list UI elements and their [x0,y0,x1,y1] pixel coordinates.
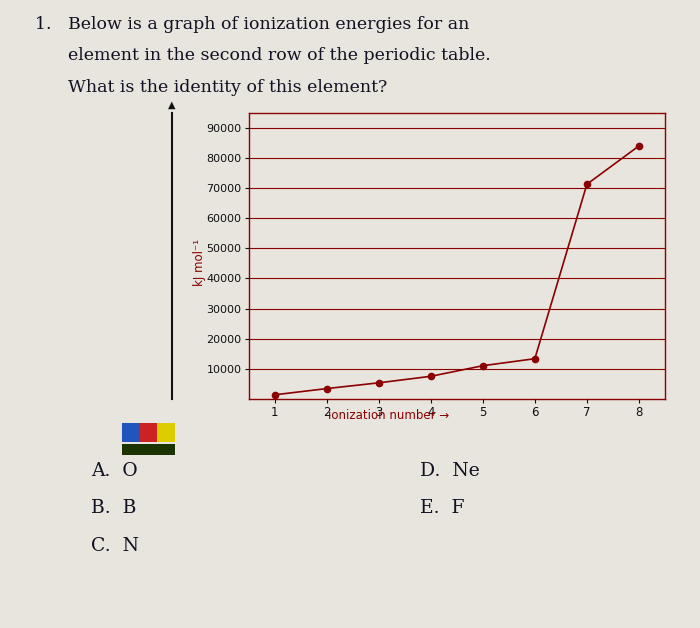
Text: ▲: ▲ [168,100,175,110]
Text: element in the second row of the periodic table.: element in the second row of the periodi… [35,47,491,64]
Text: What is the identity of this element?: What is the identity of this element? [35,78,387,95]
Text: ionization number →: ionization number → [328,409,449,423]
Text: D.  Ne: D. Ne [420,462,480,480]
Text: C.  N: C. N [91,537,139,555]
Text: 1.   Below is a graph of ionization energies for an: 1. Below is a graph of ionization energi… [35,16,470,33]
Text: B.  B: B. B [91,499,136,517]
Text: E.  F: E. F [420,499,465,517]
Text: A.  O: A. O [91,462,138,480]
Text: kJ mol⁻¹: kJ mol⁻¹ [193,239,206,286]
